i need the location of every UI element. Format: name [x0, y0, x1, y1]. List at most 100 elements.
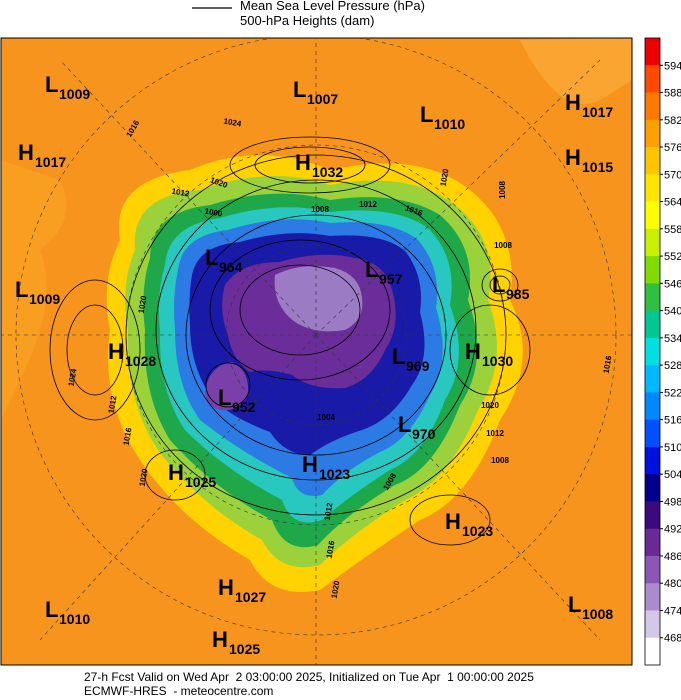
colorbar-bin — [645, 228, 660, 257]
contour-label: 1024 — [223, 117, 243, 129]
colorbar-bin — [645, 446, 660, 475]
colorbar-bin — [645, 174, 660, 203]
contour-label: 1024 — [67, 367, 79, 387]
footer-text: 27-h Fcst Valid on Wed Apr 2 03:00:00 20… — [84, 670, 534, 684]
colorbar-label: 546 — [664, 278, 681, 290]
center-value: 1023 — [462, 523, 493, 539]
contour-label: 1000 — [204, 207, 224, 219]
colorbar-label: 528 — [664, 360, 681, 372]
colorbar-label: 486 — [664, 551, 681, 563]
center-letter: L — [398, 412, 411, 437]
colorbar-bin — [645, 555, 660, 584]
field-light — [1, 160, 67, 420]
center-letter: H — [218, 575, 234, 600]
colorbar-label: 558 — [664, 224, 681, 236]
contour-label: 1016 — [122, 426, 134, 446]
center-letter: L — [568, 592, 581, 617]
center-letter: H — [565, 145, 581, 170]
center-letter: L — [492, 272, 505, 297]
center-value: 1017 — [35, 154, 66, 170]
colorbar-label: 576 — [664, 142, 681, 154]
center-letter: L — [15, 277, 28, 302]
center-letter: L — [392, 344, 405, 369]
colorbar-label: 504 — [664, 469, 681, 481]
center-letter: L — [420, 102, 433, 127]
center-value: 1025 — [229, 641, 260, 657]
contour-label: 1012 — [107, 394, 119, 414]
colorbar-bin — [645, 501, 660, 530]
contour-label: 1008 — [491, 456, 509, 465]
colorbar-label: 552 — [664, 251, 681, 263]
contour-label: 1020 — [138, 467, 150, 487]
center-letter: H — [302, 452, 318, 477]
colorbar-label: 534 — [664, 333, 681, 345]
center-letter: H — [212, 627, 228, 652]
field-light — [520, 38, 632, 104]
center-letter: H — [18, 140, 34, 165]
center-value: 1027 — [235, 589, 266, 605]
colorbar-bin — [645, 583, 660, 611]
colorbar-bin — [645, 392, 660, 421]
center-letter: H — [565, 90, 581, 115]
center-letter: L — [365, 257, 378, 282]
colorbar-bin — [645, 92, 660, 121]
center-value: 1025 — [185, 474, 216, 490]
center-value: 1030 — [482, 353, 513, 369]
colorbar-label: 522 — [664, 387, 681, 399]
contour-label: 1012 — [171, 187, 191, 199]
center-letter: H — [108, 339, 124, 364]
colorbar-bin — [645, 283, 660, 312]
colorbar-label: 582 — [664, 115, 681, 127]
center-value: 952 — [232, 399, 256, 415]
contour-label: 1012 — [486, 429, 504, 438]
colorbar-label: 492 — [664, 524, 681, 536]
center-value: 1023 — [319, 466, 350, 482]
colorbar-bin — [645, 610, 660, 639]
colorbar-label: 564 — [664, 197, 681, 209]
center-value: 1028 — [125, 353, 156, 369]
center-value: 957 — [379, 271, 403, 287]
center-letter: H — [465, 339, 481, 364]
contour-label: 1020 — [481, 401, 499, 410]
colorbar-label: 516 — [664, 415, 681, 427]
field-purple — [205, 362, 249, 411]
colorbar-bin — [645, 474, 660, 502]
field-lavender — [274, 266, 363, 332]
center-letter: L — [45, 597, 58, 622]
center-value: 1008 — [582, 606, 613, 622]
center-letter: H — [168, 460, 184, 485]
contour-label: 1008 — [494, 241, 512, 250]
colorbar-frame — [644, 37, 661, 666]
center-letter: L — [293, 77, 306, 102]
contour-label: 1008 — [311, 205, 329, 214]
center-letter: H — [445, 509, 461, 534]
colorbar-bin — [645, 337, 660, 366]
colorbar-bin — [645, 637, 660, 666]
colorbar-bin — [645, 256, 660, 284]
contour-label: 1016 — [325, 539, 337, 559]
colorbar: 594 588 582 576 570 564 558 552 546 540 534 528 522 5… — [644, 37, 681, 666]
colorbar-bin — [645, 310, 660, 339]
center-value: 1015 — [582, 159, 613, 175]
center-value: 1010 — [434, 116, 465, 132]
contour-label: 1016 — [602, 354, 614, 374]
center-letter: H — [295, 150, 311, 175]
colorbar-bin — [645, 38, 660, 66]
colorbar-bin — [645, 147, 660, 175]
contour-label: 1020 — [330, 579, 342, 599]
center-value: 1007 — [307, 91, 338, 107]
center-value: 969 — [406, 358, 430, 374]
contour-label: 1012 — [323, 501, 335, 521]
center-value: 1009 — [29, 291, 60, 307]
center-letter: L — [205, 245, 218, 270]
legend-label: Mean Sea Level Pressure (hPa) — [240, 0, 425, 13]
graticule — [1, 38, 632, 665]
center-value: 1032 — [312, 164, 343, 180]
map-frame — [0, 37, 633, 666]
center-value: 985 — [506, 286, 530, 302]
colorbar-bin — [645, 528, 660, 557]
colorbar-bin — [645, 201, 660, 230]
